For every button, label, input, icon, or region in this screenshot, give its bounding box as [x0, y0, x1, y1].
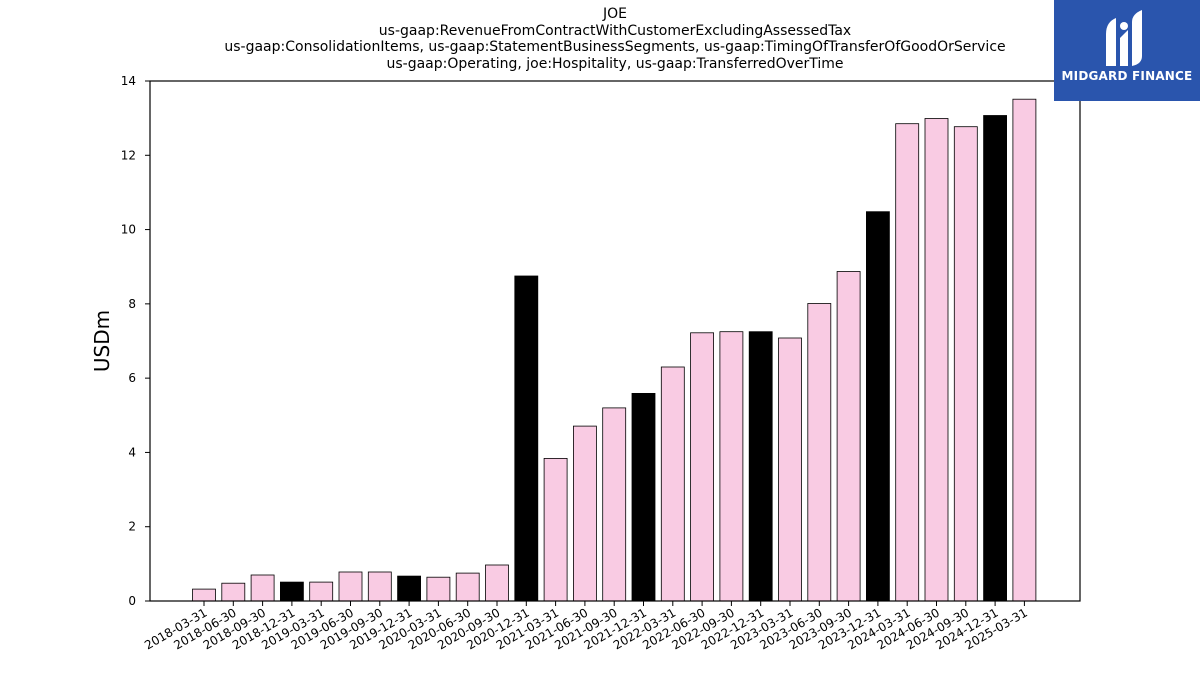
y-tick-label: 10	[121, 223, 136, 237]
bar-2025-03-31	[1012, 98, 1037, 602]
bar-2019-03-31	[309, 581, 334, 602]
bar-2023-09-30	[836, 271, 861, 602]
bar-2018-03-31	[192, 588, 216, 602]
bar-2023-06-30	[807, 303, 832, 602]
bar-2020-06-30	[455, 572, 480, 602]
bar-2024-12-31	[983, 115, 1007, 602]
y-tick-label: 12	[121, 148, 136, 162]
midgard-logo-icon	[1106, 10, 1142, 66]
bar-2023-03-31	[778, 337, 802, 602]
bar-2020-12-31	[514, 275, 539, 602]
y-tick-label: 4	[128, 445, 136, 459]
bar-2022-06-30	[690, 332, 714, 602]
bar-2021-09-30	[602, 407, 627, 602]
chart-title-line-4: us-gaap:Operating, joe:Hospitality, us-g…	[386, 55, 844, 72]
chart-title: JOE us-gaap:RevenueFromContractWithCusto…	[150, 6, 1080, 72]
bar-2022-03-31	[660, 366, 685, 602]
chart-title-line-2: us-gaap:RevenueFromContractWithCustomerE…	[378, 22, 852, 39]
bar-2021-06-30	[573, 425, 597, 602]
bar-2019-12-31	[397, 575, 422, 602]
y-axis-label: USDm	[90, 310, 114, 372]
logo-text: MIDGARD FINANCE	[1061, 69, 1193, 83]
chart-title-line-3: us-gaap:ConsolidationItems, us-gaap:Stat…	[224, 39, 1006, 55]
y-tick-label: 14	[121, 74, 136, 88]
bar-2022-09-30	[719, 331, 744, 602]
bar-2018-12-31	[279, 581, 304, 602]
y-tick-label: 2	[128, 520, 136, 534]
bar-2022-12-31	[748, 331, 773, 602]
bar-2024-09-30	[953, 126, 978, 602]
bar-2021-03-31	[543, 457, 568, 602]
bar-2024-03-31	[895, 123, 920, 602]
bar-2019-09-30	[367, 571, 392, 602]
bar-2020-03-31	[426, 576, 451, 602]
chart-title-line-1: JOE	[603, 6, 627, 22]
y-tick-label: 0	[128, 594, 136, 608]
bar-2023-12-31	[866, 211, 890, 602]
plot-frame	[149, 80, 1081, 602]
bar-2024-06-30	[924, 118, 949, 602]
bar-2019-06-30	[338, 571, 363, 602]
midgard-finance-logo: MIDGARD FINANCE	[1054, 0, 1200, 101]
bar-2018-06-30	[221, 582, 246, 602]
bar-2020-09-30	[485, 564, 509, 602]
bar-2021-12-31	[631, 392, 656, 602]
y-tick-label: 8	[128, 297, 136, 311]
bar-2018-09-30	[250, 574, 275, 602]
y-tick-label: 6	[128, 371, 136, 385]
